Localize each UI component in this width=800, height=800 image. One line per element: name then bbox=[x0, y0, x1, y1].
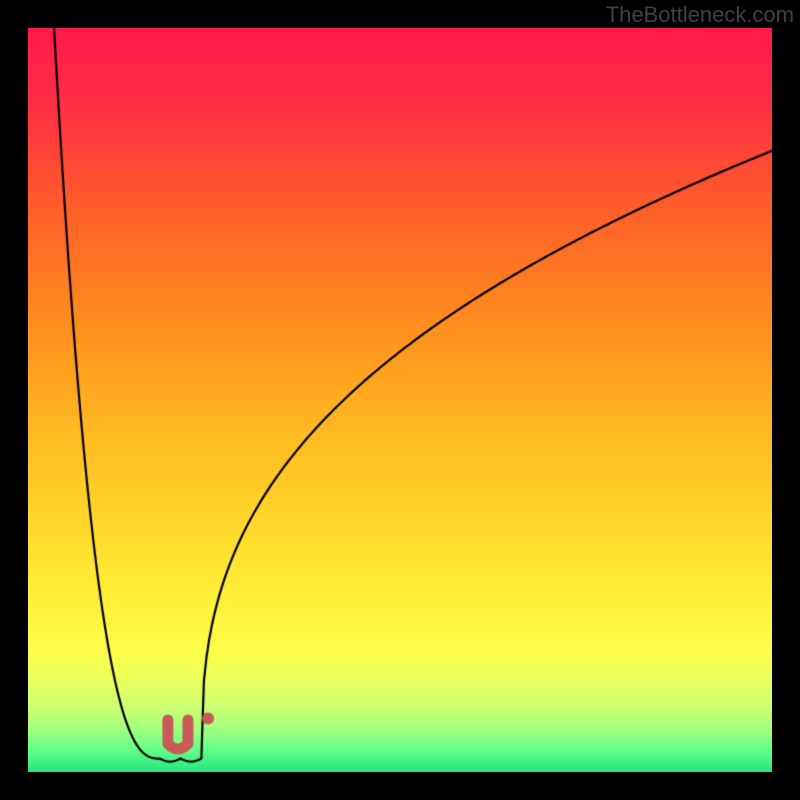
plot-area bbox=[28, 28, 772, 772]
attribution-text: TheBottleneck.com bbox=[606, 2, 794, 28]
figure-root: TheBottleneck.com bbox=[0, 0, 800, 800]
bottleneck-curve bbox=[28, 28, 772, 772]
